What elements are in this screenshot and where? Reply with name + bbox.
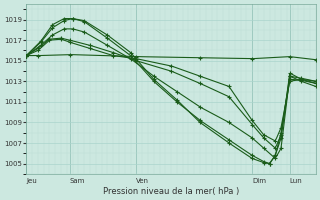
X-axis label: Pression niveau de la mer( hPa ): Pression niveau de la mer( hPa ) — [103, 187, 239, 196]
